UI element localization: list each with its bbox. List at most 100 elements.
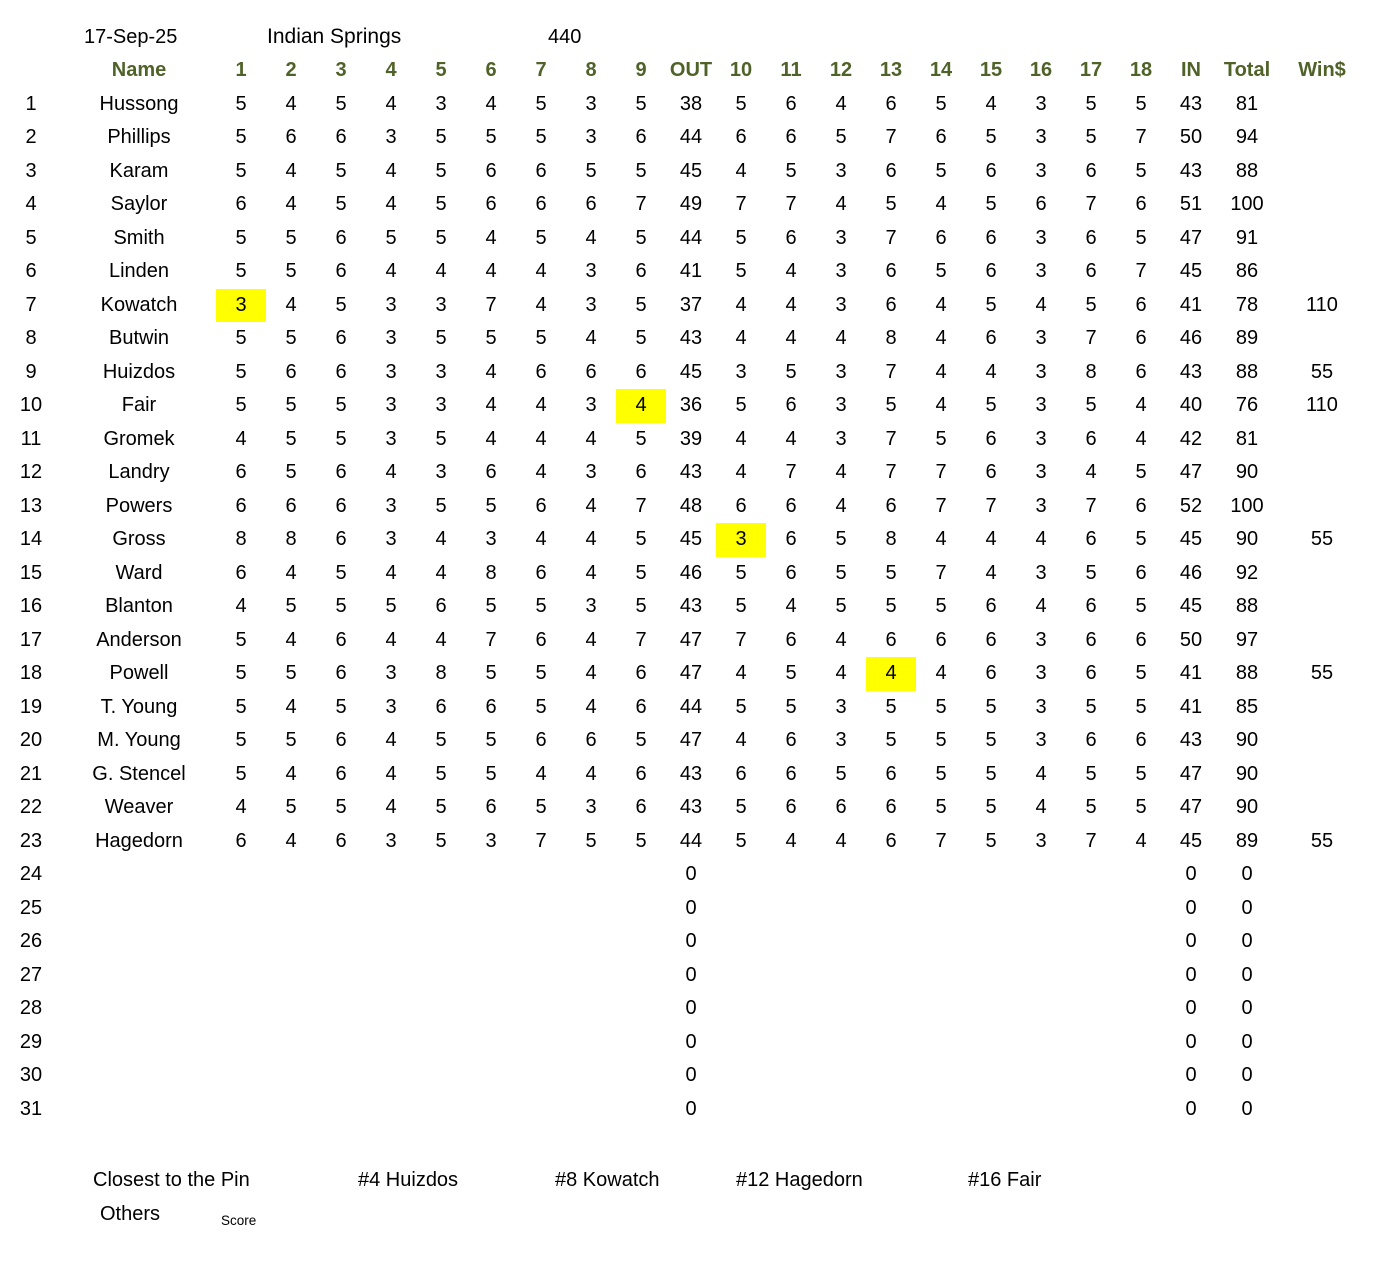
hole-9: 5 (635, 92, 647, 115)
hole-16: 4 (1035, 762, 1047, 785)
hole-11 (766, 1059, 816, 1093)
hole-6: 6 (485, 193, 497, 215)
total-score: 81 (1235, 427, 1259, 450)
hole-18: 4 (1135, 829, 1147, 852)
hole-4 (366, 959, 416, 993)
hole-13: 6 (885, 260, 897, 282)
hole-8: 3 (585, 461, 597, 483)
hole-9: 4 (616, 389, 666, 423)
hole-3 (316, 992, 366, 1026)
out-total: 0 (685, 963, 697, 986)
in-total: 46 (1179, 327, 1203, 349)
hole-3: 6 (335, 360, 347, 383)
hole-7: 5 (535, 92, 547, 115)
player-name (62, 992, 216, 1026)
hole-9: 6 (635, 126, 647, 148)
hole-11 (766, 925, 816, 959)
hole-12 (816, 1026, 866, 1060)
hole-6 (466, 959, 516, 993)
hole-16: 4 (1035, 293, 1047, 316)
player-name: Blanton (105, 595, 173, 617)
out-total: 38 (679, 92, 703, 115)
hole-16: 3 (1035, 461, 1047, 483)
in-total: 0 (1185, 1030, 1197, 1053)
hole-13 (866, 1093, 916, 1127)
hole-3: 6 (335, 461, 347, 483)
hole-7: 5 (535, 226, 547, 249)
hole-17: 6 (1085, 260, 1097, 282)
hole-3 (316, 1026, 366, 1060)
hole-7 (516, 992, 566, 1026)
hole-14: 5 (935, 729, 947, 751)
hole-2: 4 (285, 762, 297, 785)
hole-12: 4 (835, 193, 847, 215)
hole-9: 7 (635, 494, 647, 517)
hole-2: 5 (285, 595, 297, 617)
hole-16 (1016, 892, 1066, 926)
hole-8: 3 (585, 126, 597, 148)
hole-18: 6 (1135, 193, 1147, 215)
hole-13: 7 (885, 226, 897, 249)
player-row: 20 M. Young 5 5 6 4 5 5 6 6 5 47 4 6 3 5 5 5 3 6 6 43 90 (0, 724, 1366, 758)
hole-8 (566, 1026, 616, 1060)
hole-4 (366, 1093, 416, 1127)
hole-9: 7 (635, 628, 647, 651)
row-number: 12 (19, 461, 43, 483)
hole-12: 3 (835, 427, 847, 450)
hole-18: 5 (1135, 159, 1147, 182)
hole-13: 6 (885, 159, 897, 182)
hole-1: 4 (235, 796, 247, 818)
hole-9: 6 (635, 260, 647, 282)
col-header-blank (0, 54, 62, 88)
player-name (62, 892, 216, 926)
hole-13: 6 (885, 796, 897, 818)
score-label: Score (221, 1213, 257, 1228)
player-row: 19 T. Young 5 4 5 3 6 6 5 4 6 44 5 5 3 5 5 5 3 5 5 41 85 (0, 691, 1366, 725)
hole-17: 7 (1085, 494, 1097, 517)
hole-7: 4 (535, 528, 547, 550)
hole-12: 3 (835, 293, 847, 316)
hole-15: 6 (985, 628, 997, 651)
hole-10: 4 (735, 427, 747, 450)
row-number: 6 (25, 260, 37, 282)
hole-18 (1116, 959, 1166, 993)
hole-18: 7 (1135, 126, 1147, 148)
player-row: 17 Anderson 5 4 6 4 4 7 6 4 7 47 7 6 4 6 6 6 3 6 6 50 97 (0, 624, 1366, 658)
player-name: Karam (109, 159, 169, 182)
hole-18: 6 (1135, 561, 1147, 584)
hole-7: 6 (535, 628, 547, 651)
player-name: Gross (112, 528, 166, 550)
hole-7 (516, 925, 566, 959)
win-amount: 110 (1306, 293, 1338, 316)
hole-17 (1066, 959, 1116, 993)
hole-15 (966, 892, 1016, 926)
hole-14 (916, 959, 966, 993)
player-row: 3 Karam 5 4 5 4 5 6 6 5 5 45 4 5 3 6 5 6 3 6 5 43 88 (0, 155, 1366, 189)
hole-1: 5 (235, 762, 247, 785)
hole-6 (466, 925, 516, 959)
hole-15: 6 (985, 427, 997, 450)
hole-8: 4 (585, 762, 597, 785)
player-rows: 1 Hussong 5 4 5 4 3 4 5 3 5 38 5 6 4 6 5 4 3 5 5 43 81 2 Phillip… (0, 88, 1366, 1127)
hole-2: 5 (285, 394, 297, 416)
out-total: 44 (679, 126, 703, 148)
hole-2 (266, 925, 316, 959)
hole-13: 6 (885, 628, 897, 651)
player-name: Hussong (99, 92, 179, 115)
hole-17: 6 (1085, 528, 1097, 550)
col-header-9: 9 (635, 59, 647, 81)
hole-2: 4 (285, 561, 297, 584)
col-header-4: 4 (385, 59, 397, 81)
hole-11 (766, 1026, 816, 1060)
win-amount: 55 (1310, 662, 1334, 684)
hole-10 (716, 1026, 766, 1060)
hole-2: 4 (285, 628, 297, 651)
player-name: Gromek (103, 427, 175, 450)
hole-16: 3 (1035, 427, 1047, 450)
hole-9: 5 (635, 595, 647, 617)
hole-16 (1016, 959, 1066, 993)
hole-6: 5 (485, 327, 497, 349)
win-amount (1278, 155, 1366, 189)
hole-11: 4 (785, 260, 797, 282)
player-name: Hagedorn (95, 829, 183, 852)
